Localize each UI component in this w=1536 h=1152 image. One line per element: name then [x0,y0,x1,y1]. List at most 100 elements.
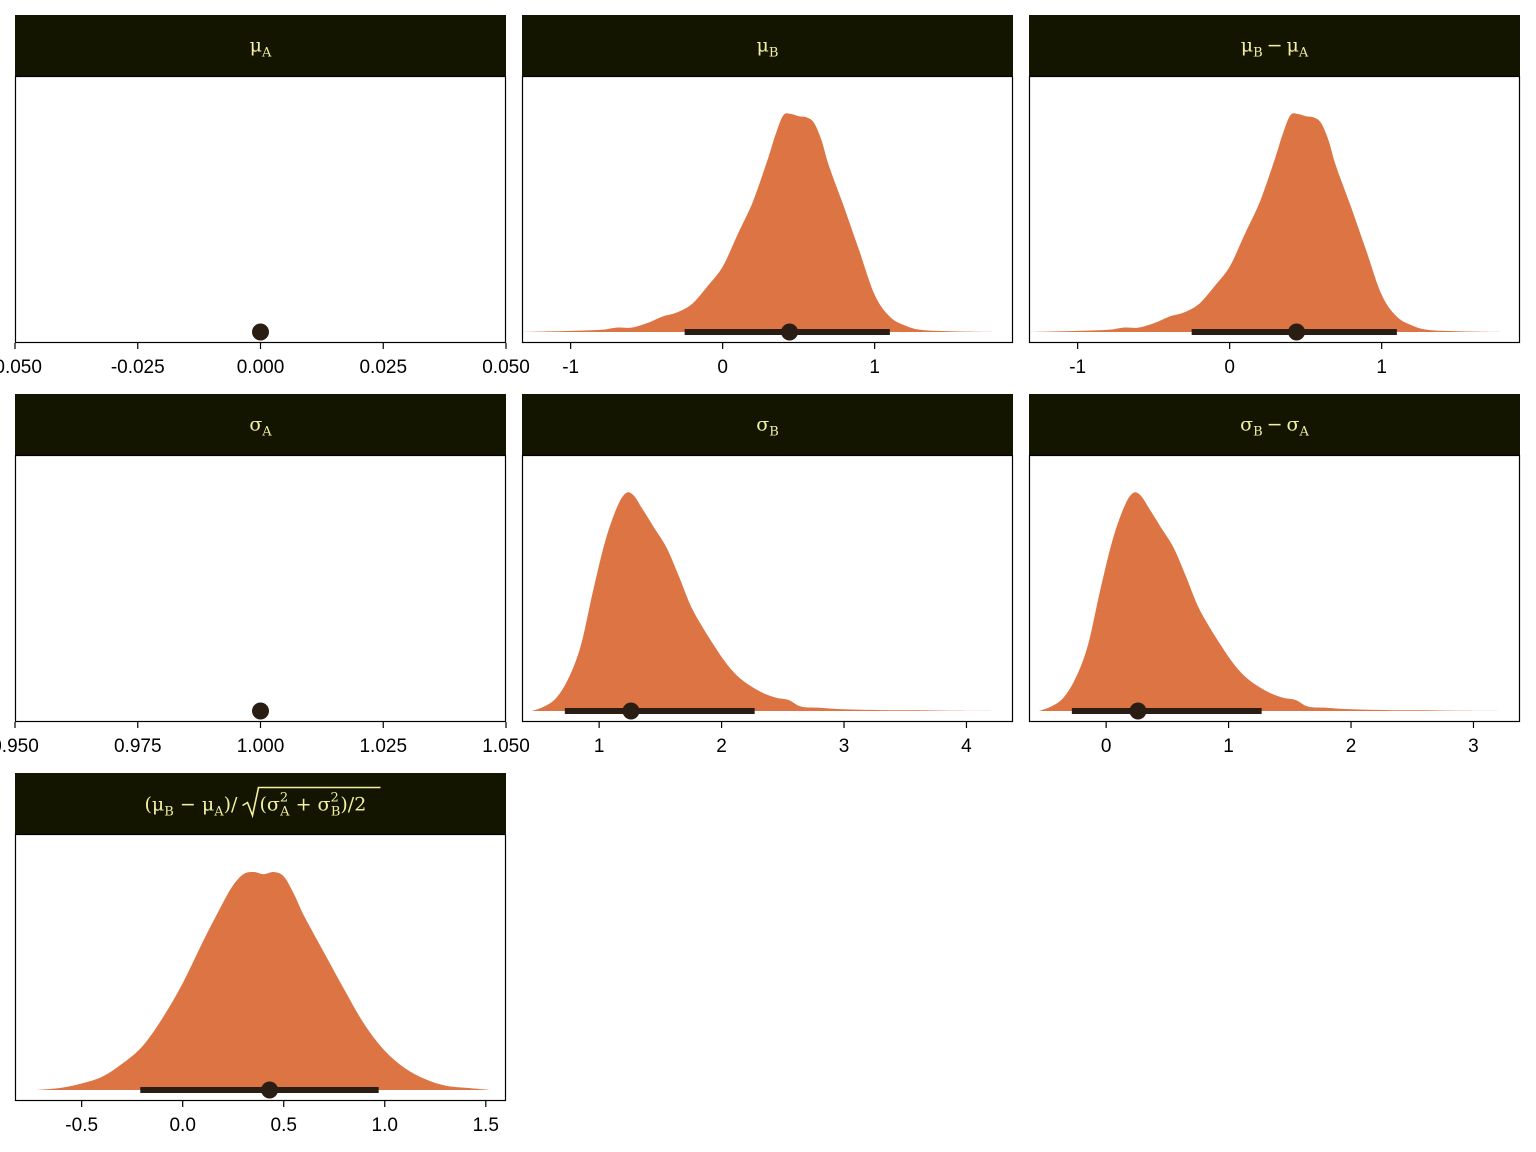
strip-title-part: B [1253,46,1263,61]
point-estimate [252,323,269,341]
density-area [522,113,994,332]
strip-header [522,15,1013,76]
x-tick-label: 1.000 [237,736,285,757]
strip-title-part: A [1298,46,1309,61]
panel-border [14,75,507,344]
x-tick-label: -0.050 [0,357,42,378]
strip-title-part: (μ [145,794,165,816]
strip-header [15,773,506,834]
strip-title-part: − μ [174,794,214,816]
x-tick-label: 0.950 [0,736,39,757]
strip-title-part: A [261,46,272,61]
strip-title-part: σ [1240,414,1253,436]
facet-panel: μA -0.050 -0.025 0.000 0.025 0.050 [0,15,530,378]
strip-title-part: + σ [290,794,331,816]
x-tick-label: 2 [716,736,727,757]
point-estimate [622,702,640,720]
x-tick-label: 1 [869,357,880,378]
x-tick-label: 0 [717,357,728,378]
strip-title-part: σ [249,414,262,436]
strip-title-part: μ [1287,35,1299,57]
strip-title-part: B [769,46,779,61]
strip-header [522,394,1013,455]
strip-title: σB [756,414,779,440]
x-tick-label: 3 [1468,736,1479,757]
strip-title-part: A [213,805,224,820]
strip-title-part: − [1267,414,1283,436]
density-area [37,871,490,1090]
strip-header [15,15,506,76]
strip-title-part: A [261,425,272,440]
strip-title-part: B [164,805,174,820]
density-area [1029,113,1501,332]
strip-title: σB − σA [1240,414,1309,440]
panel-border [521,75,1014,344]
plot-area [15,455,506,722]
x-tick-label: 0.000 [237,357,285,378]
x-tick-label: 1 [1376,357,1387,378]
x-tick-label: 4 [961,736,972,757]
density-area [531,492,998,711]
strip-title-part: σ [1287,414,1300,436]
x-tick-label: -0.025 [111,357,165,378]
x-tick-label: 0.050 [482,357,530,378]
point-estimate [261,1081,279,1099]
facet-panel: μB -1 0 1 [521,15,1014,378]
x-tick-label: 2 [1346,736,1357,757]
facet-panel: σB 1 2 3 4 [521,394,1014,757]
strip-title-part: μ [1241,35,1253,57]
strip-title-part: − [1267,35,1283,57]
panel-border [1028,454,1521,723]
strip-title: μB [757,35,779,61]
strip-title-part: )/ [224,794,238,816]
strip-title-part: A [279,805,290,820]
strip-title-part: μ [757,35,769,57]
strip-title: μB − μA [1241,35,1309,61]
strip-header [1029,15,1520,76]
x-tick-label: 1.5 [473,1115,499,1136]
x-tick-label: 0.0 [169,1115,195,1136]
x-tick-label: 0.5 [271,1115,297,1136]
x-tick-label: 3 [839,736,850,757]
strip-title-part: B [1253,425,1263,440]
x-tick-label: -1 [562,357,579,378]
x-tick-label: 0 [1224,357,1235,378]
x-tick-label: 1 [594,736,605,757]
strip-title-part: (σ [260,794,280,816]
facet-panel: σB − σA0 1 2 3 [1028,394,1521,757]
panel-border [521,454,1014,723]
plot-area [15,76,506,343]
strip-header [1029,394,1520,455]
x-tick-label: 1 [1223,736,1234,757]
strip-title-part: )/2 [340,794,366,816]
x-tick-label: 0 [1101,736,1112,757]
x-tick-label: 1.0 [372,1115,398,1136]
x-tick-label: -0.5 [65,1115,98,1136]
strip-title-part: A [1299,425,1310,440]
strip-title-part: σ [756,414,769,436]
strip-title: μA [250,35,272,61]
strip-header [15,394,506,455]
strip-title-part: B [769,425,779,440]
facet-panel: (μB − μA)/(σ2 A + σ2 B)/2-0.5 0.0 0.5 1.0 1.5 [14,773,507,1136]
panel-border [14,833,507,1102]
point-estimate [252,702,269,720]
facet-panel: σA 0.950 0.975 1.000 1.025 1.050 [0,394,530,757]
point-estimate [1288,323,1306,341]
panel-border [14,454,507,723]
x-tick-label: 1.050 [482,736,530,757]
panel-border [1028,75,1521,344]
strip-title-part: 2 [280,791,288,806]
point-estimate [781,323,799,341]
strip-title: (μB − μA)/ [145,794,238,820]
strip-title-radicand: (σ2 A + σ2 B)/2 [260,791,367,820]
point-estimate [1129,702,1147,720]
x-tick-label: 0.975 [114,736,162,757]
strip-title: σA [249,414,272,440]
strip-title-part: μ [250,35,262,57]
radical-sign [242,786,381,819]
density-area [1038,492,1505,711]
x-tick-label: 1.025 [359,736,407,757]
x-tick-label: 0.025 [359,357,407,378]
